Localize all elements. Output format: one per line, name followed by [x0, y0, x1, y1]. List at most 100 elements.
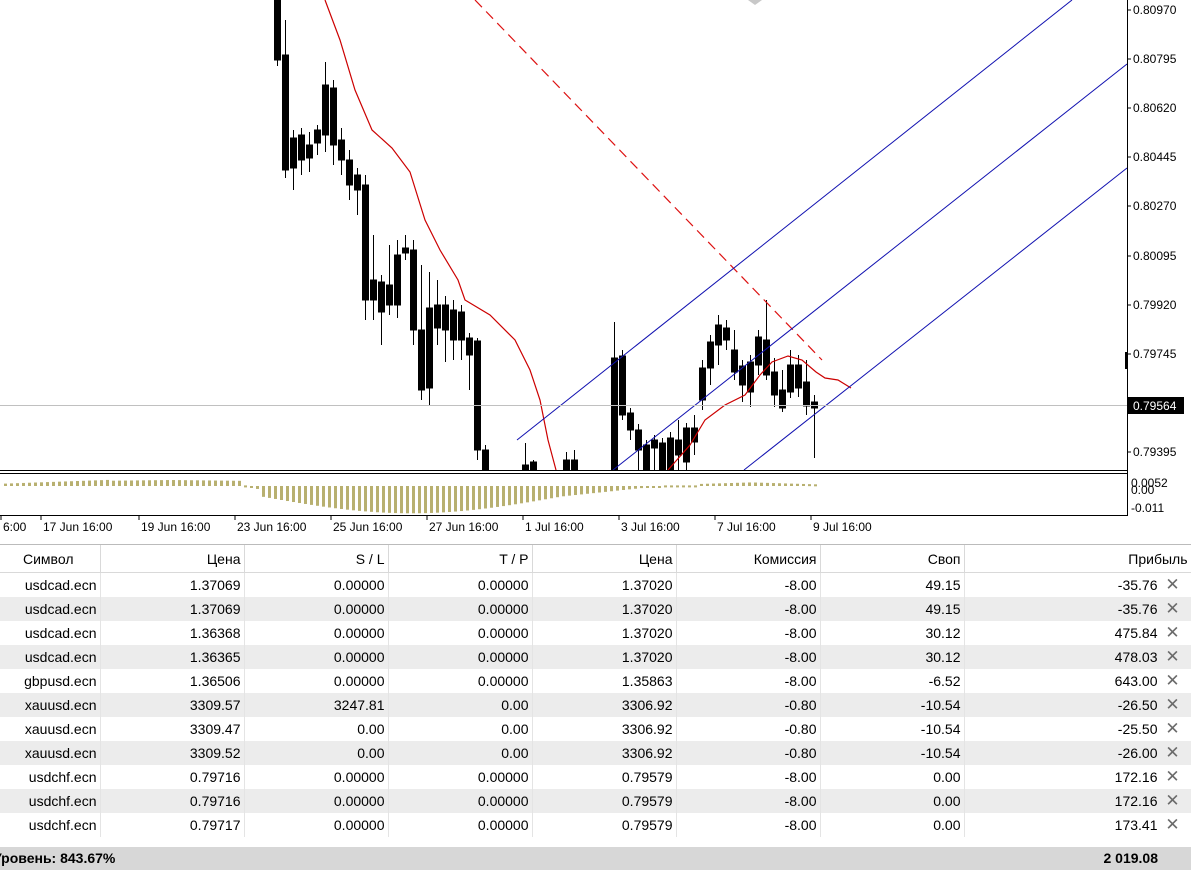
table-row[interactable]: xauusd.ecn 3309.52 0.00 0.00 3306.92 -0.80 -10… — [0, 741, 1191, 765]
table-row[interactable]: gbpusd.ecn 1.36506 0.00000 0.00000 1.35863 -8… — [0, 669, 1191, 693]
bearish-candle — [290, 137, 297, 169]
col-header-open-price[interactable]: Цена — [100, 545, 245, 573]
histogram-bar — [76, 481, 79, 486]
bearish-candle — [707, 341, 714, 369]
open-price-value: 0.79717 — [189, 817, 241, 833]
bearish-candle — [370, 279, 377, 301]
close-position-icon[interactable]: ✕ — [1165, 743, 1180, 762]
col-header-sl[interactable]: S / L — [244, 545, 389, 573]
close-position-icon[interactable]: ✕ — [1165, 695, 1180, 714]
cell-current-price: 3306.92 — [532, 693, 677, 717]
bearish-candle — [731, 349, 738, 373]
col-header-swap[interactable]: Своп — [820, 545, 965, 573]
histogram-bar — [472, 486, 475, 510]
col-header-commission[interactable]: Комиссия — [676, 545, 821, 573]
histogram-bar — [580, 486, 583, 495]
cell-profit: 173.41 ✕ — [964, 813, 1191, 837]
col-header-symbol[interactable]: Символ — [0, 545, 101, 573]
bearish-candle — [298, 134, 305, 161]
tp-value: 0.00000 — [477, 673, 529, 689]
histogram-bar — [724, 483, 727, 486]
histogram-bar — [538, 486, 541, 501]
moving-average-line — [667, 355, 852, 471]
close-position-icon[interactable]: ✕ — [1165, 671, 1180, 690]
cell-commission: -8.00 — [676, 789, 821, 813]
bearish-candle — [410, 249, 417, 331]
close-position-icon[interactable]: ✕ — [1165, 767, 1180, 786]
sl-value: 0.00000 — [333, 793, 385, 809]
col-header-tp[interactable]: T / P — [388, 545, 533, 573]
commission-value: -8.00 — [784, 793, 817, 809]
time-tick-label: 7 Jul 16:00 — [717, 520, 776, 534]
histogram-bar — [64, 481, 67, 486]
cell-swap: 0.00 — [820, 765, 965, 789]
col-header-current-price[interactable]: Цена — [532, 545, 677, 573]
table-row[interactable]: usdcad.ecn 1.36365 0.00000 0.00000 1.37020 -8… — [0, 645, 1191, 669]
open-price-value: 1.36365 — [189, 649, 241, 665]
tp-value: 0.00000 — [477, 601, 529, 617]
cell-tp: 0.00000 — [388, 621, 533, 645]
symbol-value: usdcad.ecn — [24, 601, 97, 617]
table-row[interactable]: usdchf.ecn 0.79716 0.00000 0.00000 0.79579 -8… — [0, 765, 1191, 789]
bearish-candle — [619, 355, 626, 416]
price-chart[interactable]: 0.80970 0.80795 0.80620 0.80445 0.80270 0.800… — [0, 0, 1191, 545]
symbol-value: xauusd.ecn — [24, 697, 97, 713]
close-position-icon[interactable]: ✕ — [1165, 599, 1180, 618]
table-row[interactable]: xauusd.ecn 3309.47 0.00 0.00 3306.92 -0.80 -10… — [0, 717, 1191, 741]
col-header-profit[interactable]: Прибыль — [964, 545, 1191, 573]
table-row[interactable]: usdcad.ecn 1.37069 0.00000 0.00000 1.37020 -8… — [0, 597, 1191, 621]
bearish-candle — [643, 444, 650, 471]
close-position-icon[interactable]: ✕ — [1165, 719, 1180, 738]
open-price-value: 0.79716 — [189, 793, 241, 809]
bearish-candle — [282, 54, 289, 171]
histogram-bar — [814, 484, 817, 487]
current-price-box — [1128, 397, 1184, 414]
cell-tp: 0.00000 — [388, 789, 533, 813]
open-price-value: 1.37069 — [189, 601, 241, 617]
total-profit: 2 019.08 — [1103, 850, 1159, 866]
cell-sl: 0.00 — [244, 741, 389, 765]
profit-value: 172.16 — [1114, 769, 1158, 785]
cell-tp: 0.00000 — [388, 597, 533, 621]
histogram-bar — [574, 486, 577, 496]
close-position-icon[interactable]: ✕ — [1165, 575, 1180, 594]
margin-level: Уровень: 843.67% — [0, 850, 116, 866]
histogram-bar — [466, 486, 469, 511]
histogram-bar — [214, 480, 217, 486]
swap-value: 0.00 — [933, 817, 961, 833]
histogram-bar — [730, 483, 733, 486]
histogram-bar — [124, 480, 127, 486]
trendline-anchor — [748, 0, 762, 5]
profit-value: -35.76 — [1117, 601, 1158, 617]
bearish-candle — [458, 311, 465, 341]
sl-value: 0.00000 — [333, 577, 385, 593]
account-summary-row: Уровень: 843.67% 2 019.08 — [0, 847, 1191, 870]
close-position-icon[interactable]: ✕ — [1165, 623, 1180, 642]
close-position-icon[interactable]: ✕ — [1165, 647, 1180, 666]
histogram-bar — [106, 479, 109, 486]
histogram-bar — [208, 480, 211, 486]
swap-value: -10.54 — [920, 721, 961, 737]
histogram-bar — [766, 482, 769, 486]
cell-sl: 0.00 — [244, 717, 389, 741]
histogram-bar — [628, 486, 631, 490]
chart-canvas[interactable]: 0.80970 0.80795 0.80620 0.80445 0.80270 0.800… — [0, 0, 1191, 545]
profit-value: -26.50 — [1117, 697, 1158, 713]
bearish-candle — [362, 184, 369, 301]
table-row[interactable]: xauusd.ecn 3309.57 3247.81 0.00 3306.92 -0.80… — [0, 693, 1191, 717]
histogram-bar — [22, 482, 25, 486]
table-row[interactable]: usdcad.ecn 1.36368 0.00000 0.00000 1.37020 -8… — [0, 621, 1191, 645]
table-row[interactable]: usdchf.ecn 0.79716 0.00000 0.00000 0.79579 -8… — [0, 789, 1191, 813]
bearish-candle — [394, 254, 401, 306]
close-position-icon[interactable]: ✕ — [1165, 815, 1180, 834]
histogram-bar — [328, 486, 331, 508]
histogram-bar — [556, 486, 559, 498]
profit-value: 475.84 — [1114, 625, 1158, 641]
bearish-candle — [450, 309, 457, 341]
histogram-bar — [670, 485, 673, 488]
swap-value: 49.15 — [925, 601, 961, 617]
time-tick-label: 27 Jun 16:00 — [429, 520, 499, 534]
table-row[interactable]: usdcad.ecn 1.37069 0.00000 0.00000 1.37020 -8… — [0, 572, 1191, 597]
table-row[interactable]: usdchf.ecn 0.79717 0.00000 0.00000 0.79579 -8… — [0, 813, 1191, 837]
close-position-icon[interactable]: ✕ — [1165, 791, 1180, 810]
